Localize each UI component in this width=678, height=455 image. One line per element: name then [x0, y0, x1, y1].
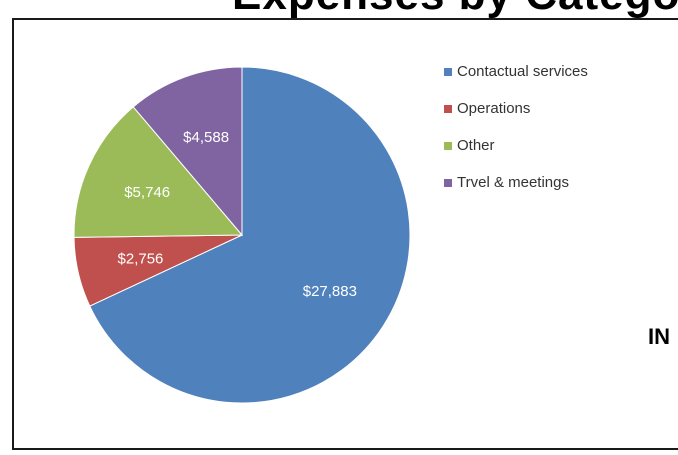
- legend-label: Other: [457, 137, 495, 154]
- legend-swatch: [444, 178, 452, 187]
- slice-value-label: $27,883: [303, 283, 357, 300]
- slice-value-label: $5,746: [124, 184, 170, 201]
- cropped-title-strip: Expenses by Category: [0, 0, 678, 18]
- legend-label: Operations: [457, 100, 531, 117]
- legend-item: Operations: [444, 90, 588, 127]
- legend-swatch: [444, 141, 452, 150]
- pie-slice-3: [132, 66, 243, 237]
- legend-swatch: [444, 104, 452, 113]
- legend-label: Contactual services: [457, 63, 588, 80]
- side-text: IN: [648, 324, 670, 349]
- slice-value-label: $2,756: [118, 250, 164, 267]
- legend-item: Other: [444, 127, 588, 164]
- legend-swatch: [444, 67, 452, 76]
- slice-value-label: $4,588: [183, 129, 229, 146]
- chart-frame: $27,883 $2,756 $5,746 $4,588 Contactual ser…: [12, 18, 678, 450]
- pie-slice-0: [89, 66, 411, 404]
- pie-slice-2: [73, 106, 244, 238]
- legend-item: Trvel & meetings: [444, 164, 588, 201]
- chart-legend: Contactual services Operations Other Trvel …: [444, 53, 588, 201]
- pie-chart: $27,883 $2,756 $5,746 $4,588: [73, 66, 411, 404]
- cropped-title: Expenses by Category: [232, 0, 678, 18]
- legend-item: Contactual services: [444, 53, 588, 90]
- legend-label: Trvel & meetings: [457, 174, 569, 191]
